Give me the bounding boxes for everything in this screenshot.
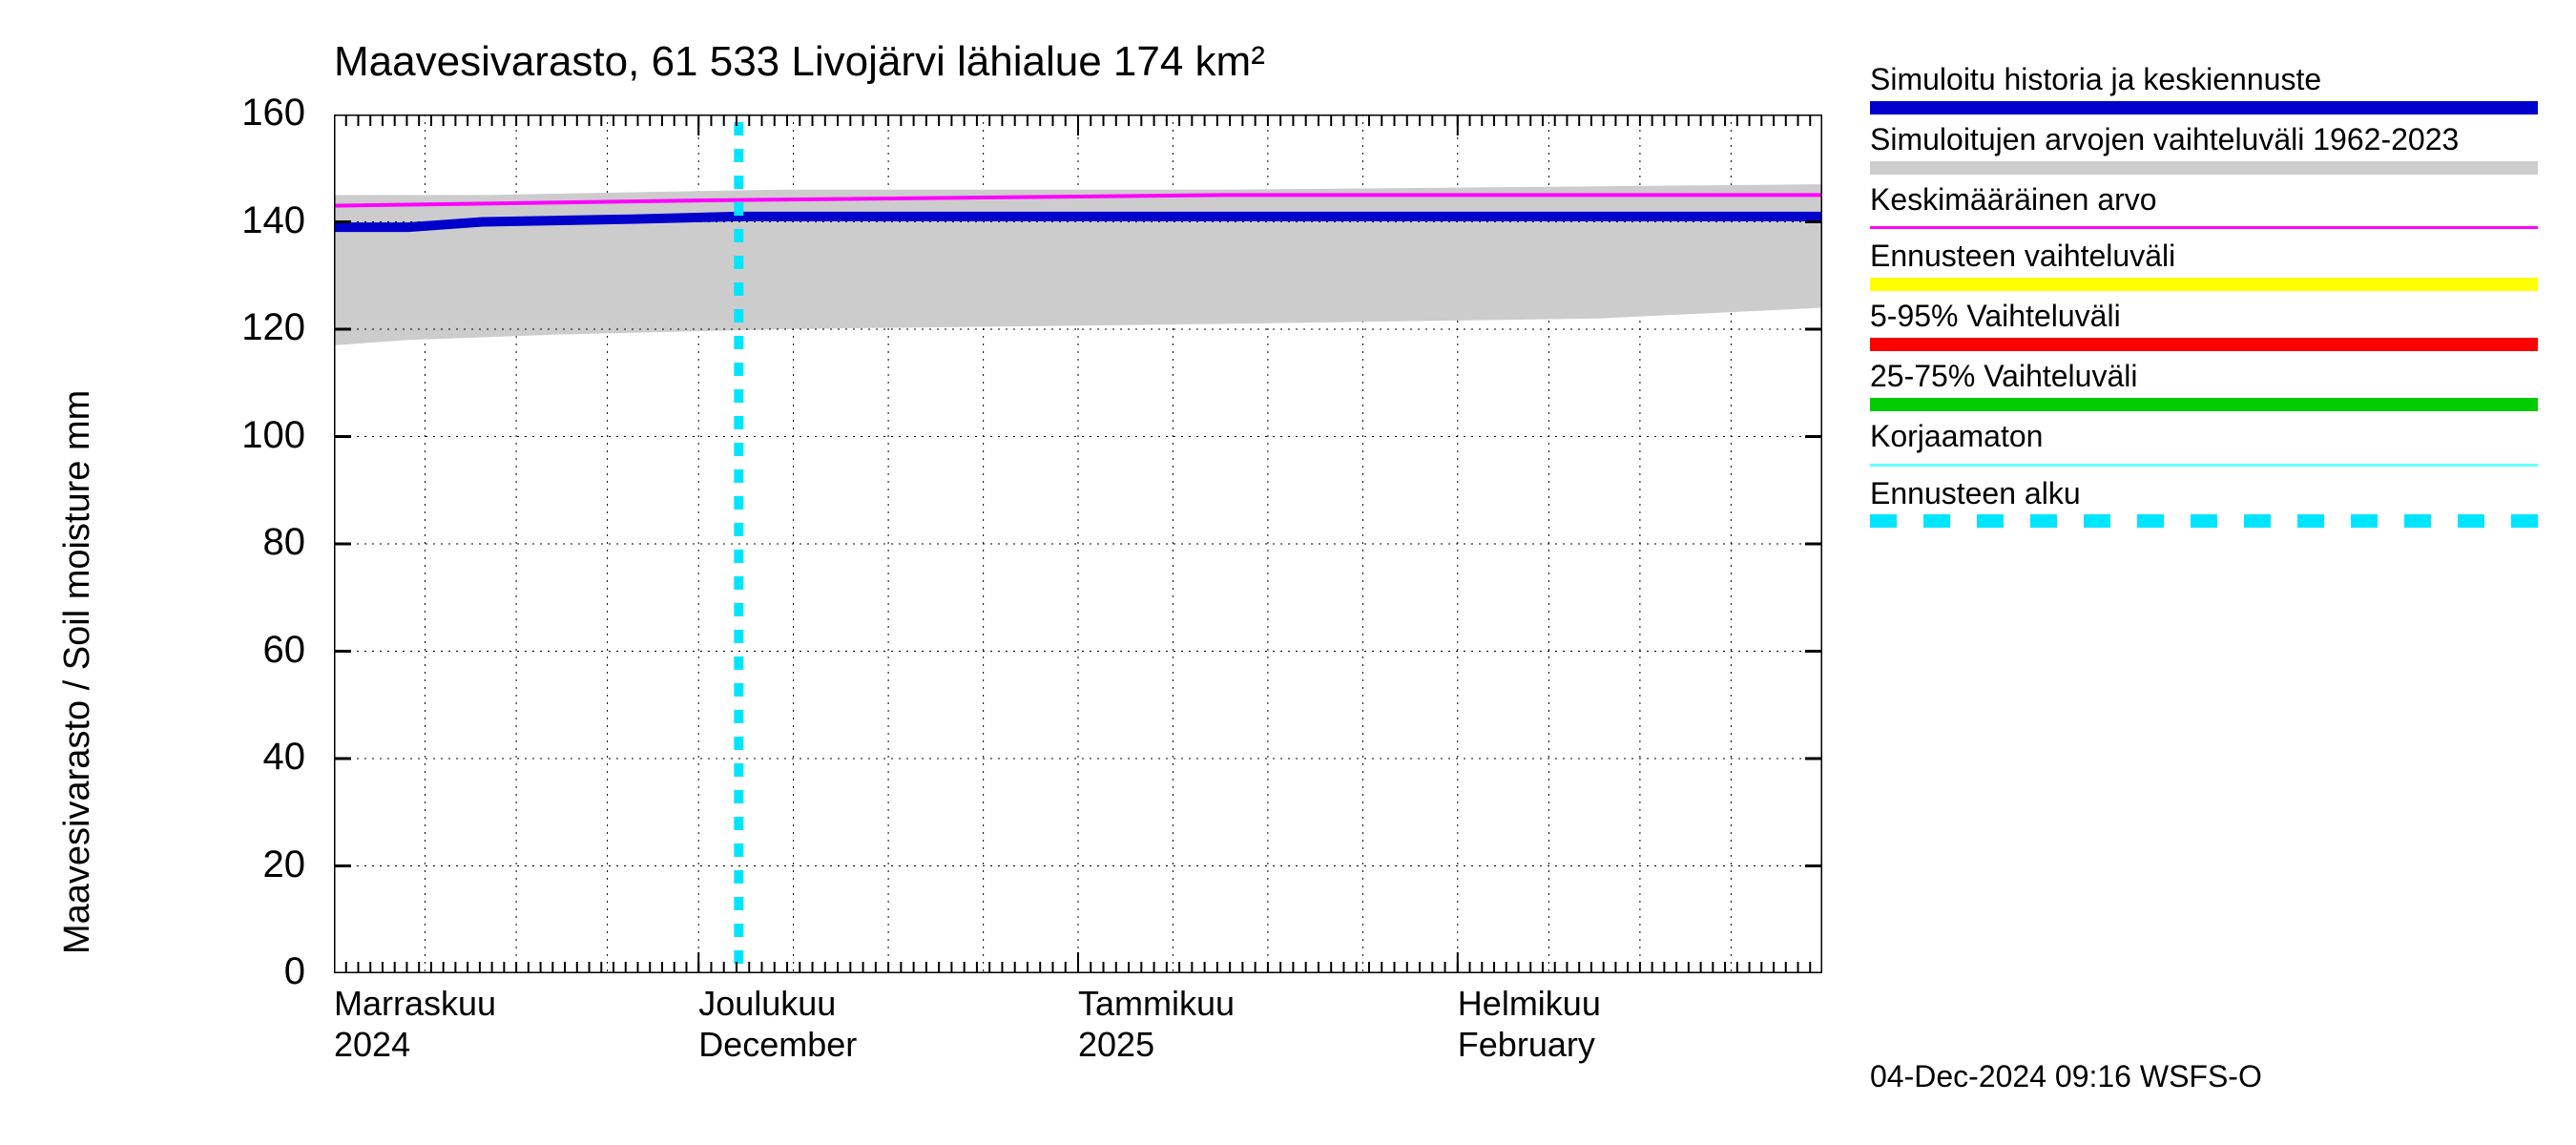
legend-swatch [1870,278,2538,291]
legend-swatch [1870,101,2538,114]
legend-label: 5-95% Vaihteluväli [1870,299,2557,334]
x-tick-label: Marraskuu2024 [334,983,496,1065]
chart-title: Maavesivarasto, 61 533 Livojärvi lähialu… [334,38,1265,86]
legend-label: Korjaamaton [1870,419,2557,454]
footer-timestamp: 04-Dec-2024 09:16 WSFS-O [1870,1059,2262,1094]
legend-entry: Keskimääräinen arvo [1870,182,2557,230]
y-tick-label: 100 [0,414,305,457]
y-tick-label: 60 [0,629,305,672]
legend-entry: Ennusteen vaihteluväli [1870,239,2557,291]
y-tick-label: 0 [0,950,305,993]
legend-swatch [1870,514,2538,528]
legend-entry: 25-75% Vaihteluväli [1870,359,2557,411]
legend-label: Simuloitu historia ja keskiennuste [1870,62,2557,97]
chart-canvas: Maavesivarasto, 61 533 Livojärvi lähialu… [0,0,2576,1145]
legend-swatch [1870,161,2538,175]
legend-entry: Simuloitu historia ja keskiennuste [1870,62,2557,114]
legend-label: Keskimääräinen arvo [1870,182,2557,218]
y-tick-label: 140 [0,199,305,242]
legend-entry: Simuloitujen arvojen vaihteluväli 1962-2… [1870,122,2557,175]
legend: Simuloitu historia ja keskiennuste Simulo… [1870,62,2557,535]
x-tick-label: Tammikuu2025 [1078,983,1235,1065]
legend-swatch [1870,398,2538,411]
y-tick-label: 40 [0,736,305,779]
plot-area [334,114,1822,973]
legend-label: Ennusteen vaihteluväli [1870,239,2557,274]
x-tick-label: HelmikuuFebruary [1458,983,1601,1065]
legend-label: 25-75% Vaihteluväli [1870,359,2557,394]
x-tick-label: JoulukuuDecember [698,983,857,1065]
legend-entry: Korjaamaton [1870,419,2557,467]
y-tick-label: 80 [0,521,305,564]
legend-swatch [1870,338,2538,351]
plot-svg [334,114,1822,973]
legend-swatch [1870,226,2538,229]
legend-label: Ennusteen alku [1870,476,2557,511]
legend-swatch [1870,464,2538,467]
legend-entry: Ennusteen alku [1870,476,2557,529]
legend-label: Simuloitujen arvojen vaihteluväli 1962-2… [1870,122,2557,157]
y-tick-label: 120 [0,306,305,349]
legend-entry: 5-95% Vaihteluväli [1870,299,2557,351]
y-tick-label: 20 [0,843,305,886]
y-tick-label: 160 [0,92,305,135]
